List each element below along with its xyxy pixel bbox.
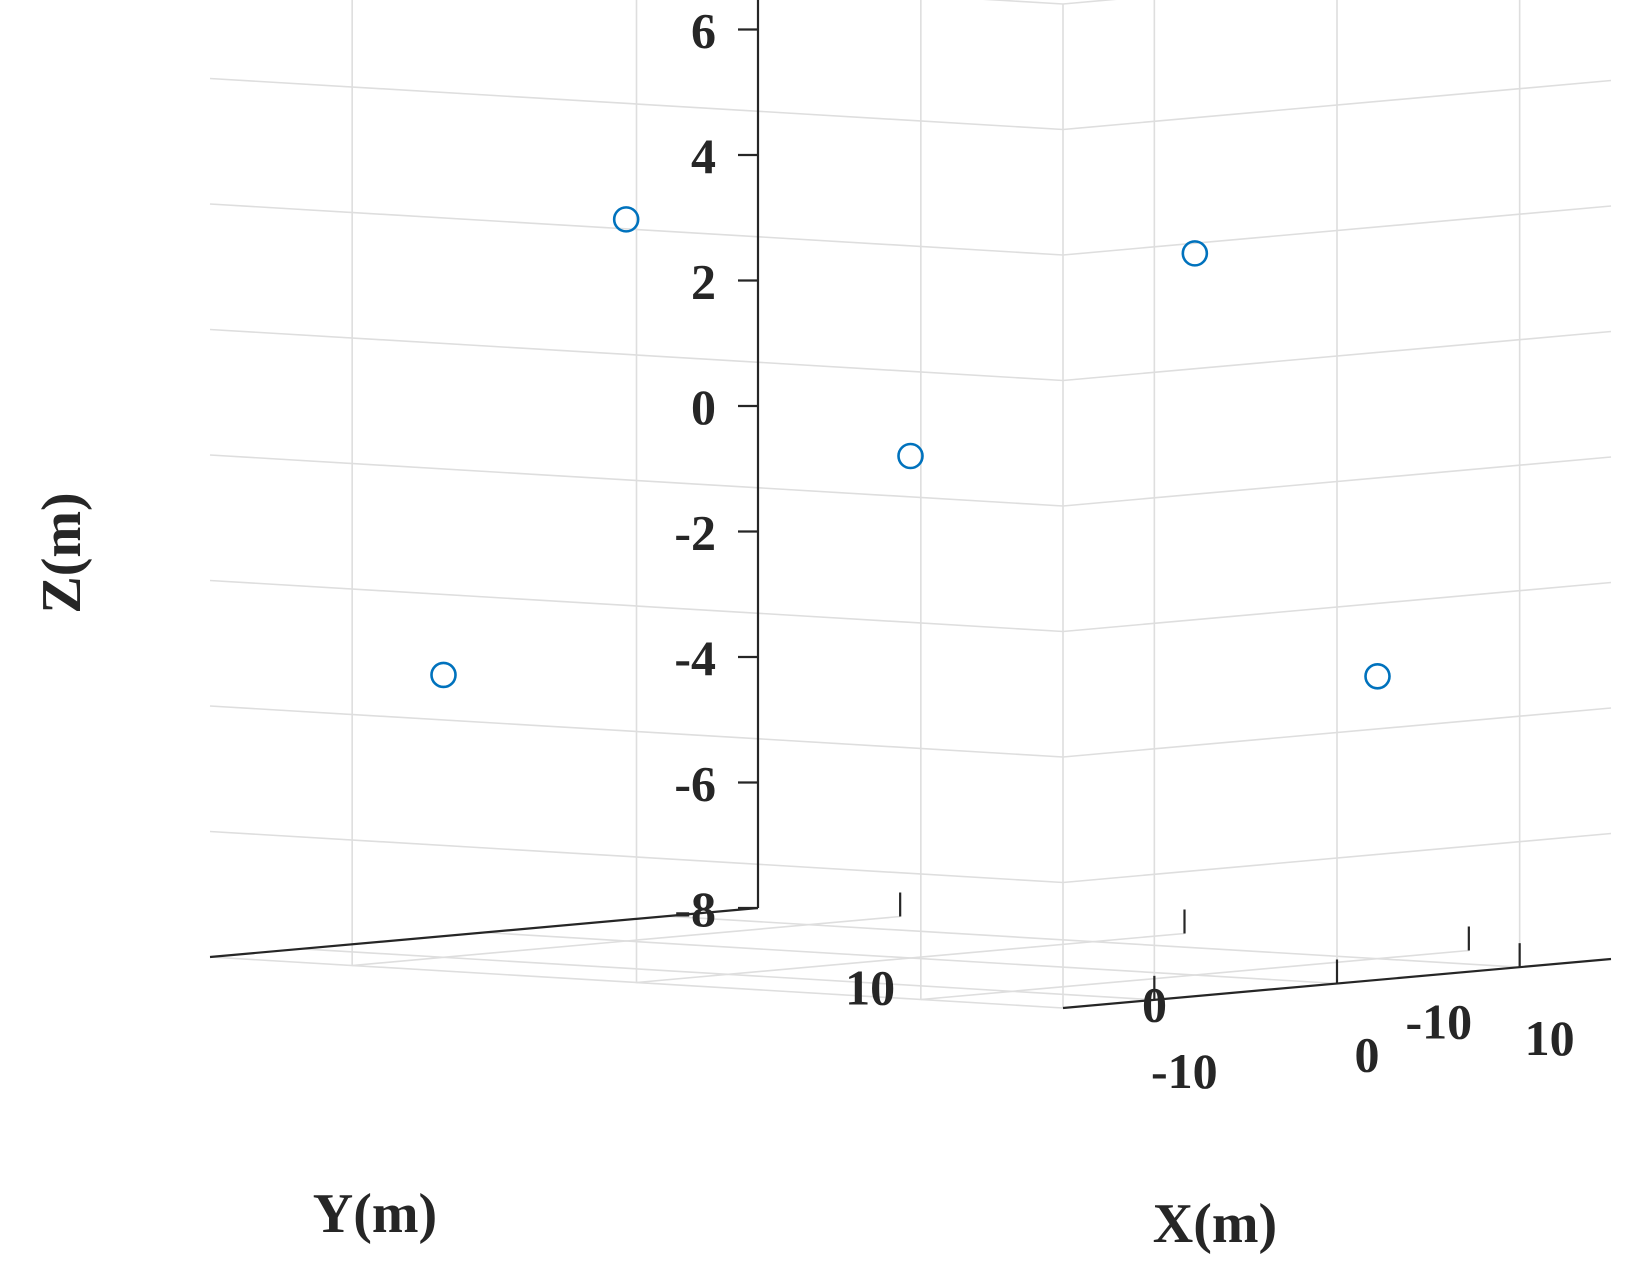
wall-grid-line-horizontal bbox=[1062, 79, 1612, 131]
data-point bbox=[897, 442, 924, 470]
wall-grid-line-horizontal bbox=[209, 579, 1064, 633]
z-tick-label: 4 bbox=[691, 128, 716, 184]
data-point bbox=[430, 661, 457, 689]
wall-grid-line-horizontal bbox=[209, 956, 1064, 1009]
z-tick-label: 0 bbox=[691, 379, 716, 435]
wall-grid-line-horizontal bbox=[209, 328, 1064, 382]
tick-marks bbox=[738, 28, 1521, 1000]
wall-grid-line-horizontal bbox=[209, 830, 1064, 884]
y-axis-title: Y(m) bbox=[313, 1183, 437, 1245]
data-point bbox=[1364, 662, 1391, 690]
x-axis-title: X(m) bbox=[1153, 1193, 1277, 1255]
z-axis-title: Z(m) bbox=[31, 492, 93, 613]
y-tick-label: 10 bbox=[845, 960, 895, 1016]
axis-titles: X(m) Y(m) Z(m) bbox=[31, 492, 1277, 1255]
axes-layer bbox=[209, 0, 1612, 1010]
floor-grid-line-y bbox=[352, 915, 901, 967]
wall-grid-line-horizontal bbox=[209, 203, 1064, 256]
y-tick-label: 0 bbox=[1142, 977, 1167, 1033]
wall-grid-line-horizontal bbox=[209, 77, 1064, 131]
data-points bbox=[430, 206, 1391, 690]
wall-grid-line-horizontal bbox=[1062, 832, 1612, 884]
wall-grid-line-horizontal bbox=[209, 705, 1064, 758]
z-tick-label: 2 bbox=[691, 254, 716, 310]
x-tick-label: 10 bbox=[1525, 1010, 1575, 1066]
grid-layer bbox=[209, 0, 1612, 1009]
z-tick-label: 6 bbox=[691, 3, 716, 59]
floor-grid-line-y bbox=[920, 949, 1469, 1001]
z-tick-label: -2 bbox=[674, 505, 716, 561]
wall-grid-line-horizontal bbox=[1062, 330, 1612, 382]
z-tick-label: -4 bbox=[674, 630, 716, 686]
y-tick-label: -10 bbox=[1406, 994, 1473, 1050]
data-point bbox=[1181, 240, 1209, 267]
floor-grid-line-y bbox=[636, 932, 1185, 984]
wall-grid-line-horizontal bbox=[1062, 205, 1612, 256]
x-tick-label: -10 bbox=[1151, 1043, 1218, 1099]
wall-grid-line-horizontal bbox=[209, 454, 1064, 507]
x-tick-label: 0 bbox=[1355, 1027, 1380, 1083]
z-tick-label: -8 bbox=[674, 881, 716, 937]
y-axis-line bbox=[209, 906, 759, 959]
data-point bbox=[612, 206, 640, 233]
wall-grid-line-horizontal bbox=[1062, 456, 1612, 507]
wall-grid-line-horizontal bbox=[1062, 707, 1612, 758]
wall-grid-line-horizontal bbox=[1062, 581, 1612, 633]
z-tick-label: -6 bbox=[674, 756, 716, 812]
